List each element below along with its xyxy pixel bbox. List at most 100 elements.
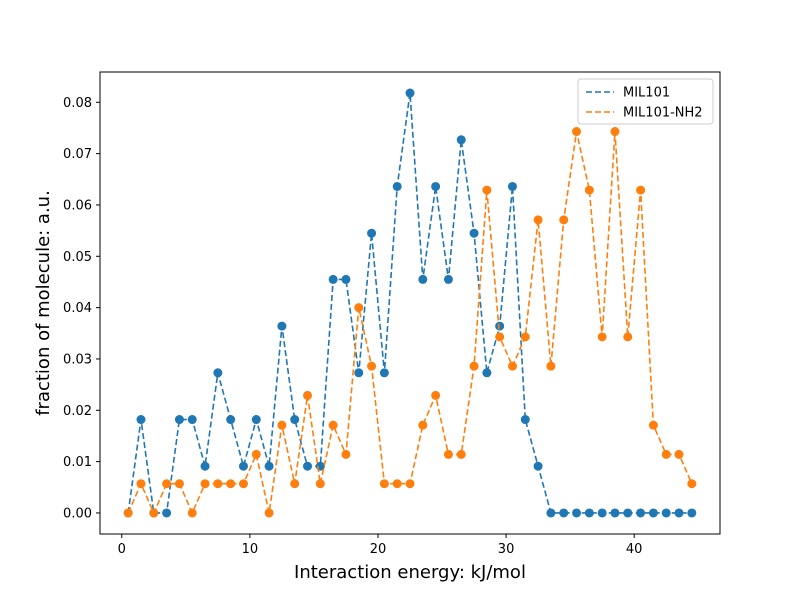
data-point-1-0 — [123, 508, 133, 518]
data-point-0-42 — [661, 508, 671, 518]
data-point-1-21 — [392, 479, 402, 489]
data-point-1-24 — [431, 390, 441, 400]
data-point-0-41 — [648, 508, 658, 518]
data-point-1-37 — [597, 332, 607, 342]
data-point-1-5 — [187, 508, 197, 518]
data-point-0-19 — [367, 228, 377, 238]
data-point-0-40 — [636, 508, 646, 518]
series-layer — [123, 88, 697, 518]
data-point-1-19 — [367, 361, 377, 371]
data-point-1-26 — [456, 449, 466, 459]
y-tick-label-4: 0.04 — [63, 301, 92, 316]
data-point-1-20 — [379, 479, 389, 489]
data-point-1-10 — [251, 449, 261, 459]
data-point-0-3 — [162, 508, 172, 518]
data-point-0-36 — [584, 508, 594, 518]
data-point-1-12 — [277, 420, 287, 430]
data-point-0-29 — [495, 321, 505, 331]
x-tick-label-1: 10 — [242, 542, 259, 557]
data-point-1-35 — [572, 127, 582, 137]
data-point-1-28 — [482, 185, 492, 195]
data-point-1-42 — [661, 449, 671, 459]
data-point-0-4 — [174, 415, 184, 425]
y-tick-label-7: 0.07 — [63, 147, 92, 162]
x-tick-label-0: 0 — [118, 542, 126, 557]
data-point-0-10 — [251, 415, 261, 425]
data-point-0-1 — [136, 415, 146, 425]
data-point-1-11 — [264, 508, 274, 518]
data-point-1-6 — [200, 479, 210, 489]
data-point-0-11 — [264, 461, 274, 471]
legend-label-0: MIL101 — [623, 86, 670, 101]
data-point-1-1 — [136, 479, 146, 489]
data-point-1-30 — [507, 361, 517, 371]
data-point-1-14 — [303, 390, 313, 400]
data-point-0-25 — [443, 274, 453, 284]
data-point-1-27 — [469, 361, 479, 371]
data-point-0-14 — [303, 461, 313, 471]
x-tick-label-3: 30 — [498, 542, 515, 557]
y-tick-label-3: 0.03 — [63, 352, 92, 367]
y-tick-label-6: 0.06 — [63, 198, 92, 213]
data-point-1-15 — [315, 479, 325, 489]
data-point-1-17 — [341, 449, 351, 459]
data-point-1-33 — [546, 361, 556, 371]
data-point-0-13 — [290, 415, 300, 425]
data-point-0-24 — [431, 181, 441, 191]
data-point-0-39 — [623, 508, 633, 518]
x-tick-label-2: 20 — [370, 542, 387, 557]
data-point-0-12 — [277, 321, 287, 331]
data-point-1-36 — [584, 185, 594, 195]
data-point-1-31 — [520, 332, 530, 342]
y-tick-label-8: 0.08 — [63, 96, 92, 111]
legend-box — [577, 78, 714, 125]
data-point-0-8 — [226, 415, 236, 425]
y-axis-label: fraction of molecule: a.u. — [33, 190, 54, 416]
data-point-1-4 — [174, 479, 184, 489]
data-point-1-41 — [648, 420, 658, 430]
data-point-0-35 — [572, 508, 582, 518]
data-point-1-13 — [290, 479, 300, 489]
data-point-0-17 — [341, 274, 351, 284]
data-point-1-43 — [674, 449, 684, 459]
data-point-0-16 — [328, 274, 338, 284]
data-point-1-9 — [238, 479, 248, 489]
data-point-0-18 — [354, 368, 364, 378]
y-tick-label-0: 0.00 — [63, 506, 92, 521]
data-point-0-6 — [200, 461, 210, 471]
data-point-0-32 — [533, 461, 543, 471]
data-point-0-20 — [379, 368, 389, 378]
data-point-1-25 — [443, 449, 453, 459]
plot-frame — [99, 71, 721, 535]
data-point-0-37 — [597, 508, 607, 518]
y-tick-label-1: 0.01 — [63, 455, 92, 470]
data-point-1-23 — [418, 420, 428, 430]
data-point-1-38 — [610, 127, 620, 137]
data-point-0-5 — [187, 415, 197, 425]
data-point-0-43 — [674, 508, 684, 518]
data-point-0-23 — [418, 274, 428, 284]
data-point-0-31 — [520, 415, 530, 425]
data-point-1-29 — [495, 332, 505, 342]
x-tick-label-4: 40 — [626, 542, 643, 557]
data-point-1-40 — [636, 185, 646, 195]
data-point-1-8 — [226, 479, 236, 489]
data-point-0-9 — [238, 461, 248, 471]
data-point-0-26 — [456, 135, 466, 145]
data-point-0-38 — [610, 508, 620, 518]
data-point-0-27 — [469, 228, 479, 238]
data-point-0-33 — [546, 508, 556, 518]
data-point-0-7 — [213, 368, 223, 378]
ticks-layer: 0 10 20 30 40 0.00 0.01 0.02 0.03 0.04 0.05 0.06 0.0… — [63, 96, 642, 557]
data-point-0-44 — [687, 508, 697, 518]
y-tick-label-2: 0.02 — [63, 404, 92, 419]
data-point-1-44 — [687, 479, 697, 489]
legend-label-1: MIL101-NH2 — [623, 106, 703, 121]
data-point-1-39 — [623, 332, 633, 342]
data-point-0-28 — [482, 368, 492, 378]
data-point-0-21 — [392, 181, 402, 191]
data-point-1-22 — [405, 479, 415, 489]
data-point-0-22 — [405, 88, 415, 98]
data-point-0-30 — [507, 181, 517, 191]
data-point-1-18 — [354, 303, 364, 313]
